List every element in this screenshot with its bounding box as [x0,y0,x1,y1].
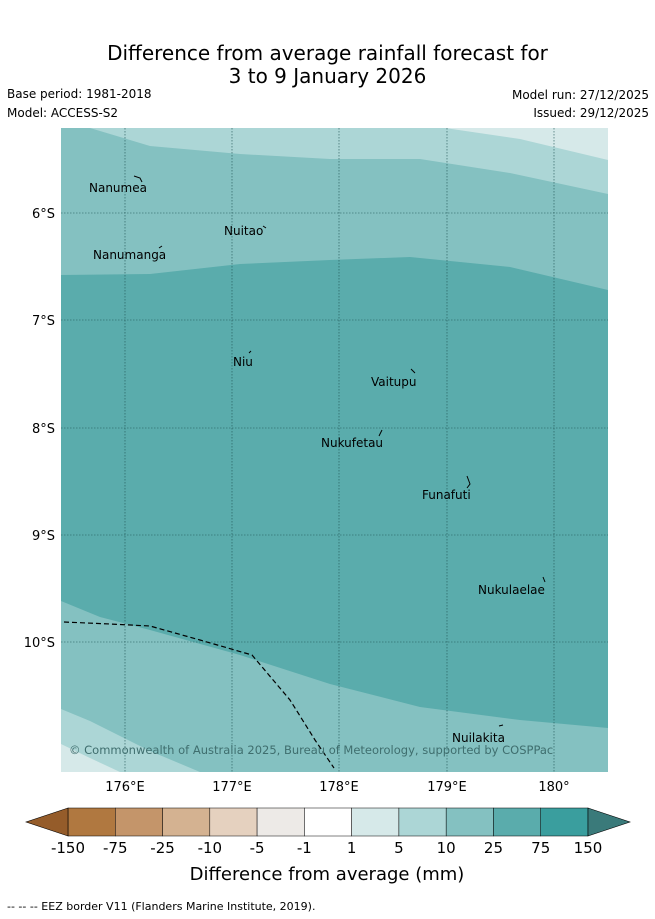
lat-label-10s: 10°S [24,636,55,651]
colorbar-tick-label: -5 [250,839,265,857]
colorbar-tick-label: -75 [103,839,128,857]
chart-title-line1: Difference from average rainfall forecas… [107,41,548,65]
colorbar-swatch [115,807,163,837]
colorbar-tick-labels: -150 -75 -25 -10 -5 -1 1 5 10 25 75 150 [51,839,602,857]
colorbar-swatch [256,807,305,837]
model-run: Model run: 27/12/2025 [511,88,649,102]
island-label-niu: Niu [233,355,253,369]
island-label-nanumea: Nanumea [89,181,147,195]
island-label-nuilakita: Nuilakita [452,731,505,745]
lat-label-9s: 9°S [32,529,55,544]
island-label-vaitupu: Vaitupu [371,375,417,389]
base-period: Base period: 1981-2018 [7,87,152,101]
lat-label-7s: 7°S [32,314,55,329]
colorbar-tick-label: 25 [484,839,503,857]
eez-footnote: -- -- -- EEZ border V11 (Flanders Marine… [7,900,316,913]
lon-label-176e: 176°E [105,780,145,795]
island-shapes [133,175,546,727]
colorbar-swatch [493,807,541,837]
band-1-5-south [61,744,120,772]
island-label-nukulaelae: Nukulaelae [478,583,545,597]
colorbar-swatch [162,807,211,837]
colorbar-tick-label: -25 [150,839,175,857]
colorbar-high-arrow [587,807,631,837]
lat-label-8s: 8°S [32,422,55,437]
colorbar-tick-label: -150 [51,839,85,857]
colorbar-swatch [209,807,258,837]
colorbar-tick-label: 1 [347,839,357,857]
map-shading [61,128,608,772]
lon-label-180: 180° [538,780,569,795]
island-label-nuitao: Nuitao [224,224,263,238]
band-1-5-north [445,128,608,160]
eez-border [63,621,335,769]
model-name: Model: ACCESS-S2 [7,106,119,120]
colorbar-swatch [351,807,400,837]
island-labels: Nanumea Nuitao Nanumanga Niu Vaitupu Nuk… [89,181,545,745]
colorbar-tick-label: 10 [437,839,456,857]
colorbar-tick-label: -1 [297,839,312,857]
colorbar-tick-label: 5 [394,839,404,857]
latitude-labels: 6°S 7°S 8°S 9°S 10°S [24,207,55,651]
colorbar-tick-label: 150 [574,839,603,857]
map-copyright: © Commonwealth of Australia 2025, Bureau… [69,743,553,757]
band-5-10-south [61,709,200,772]
rainfall-map: Nanumea Nuitao Nanumanga Niu Vaitupu Nuk… [24,128,608,795]
colorbar-swatch [398,807,447,837]
island-label-nukufetau: Nukufetau [321,436,383,450]
colorbar-tick-label: 75 [531,839,550,857]
colorbar-swatch [540,807,589,837]
colorbar-swatch [445,807,494,837]
band-25-75 [61,257,608,728]
colorbar-swatches [67,807,589,837]
lon-label-178e: 178°E [319,780,359,795]
band-5-10-north [61,128,608,194]
issued-date: Issued: 29/12/2025 [533,106,649,120]
island-label-funafuti: Funafuti [422,488,471,502]
longitude-labels: 176°E 177°E 178°E 179°E 180° [105,780,569,795]
lat-label-6s: 6°S [32,207,55,222]
graticule [61,128,608,772]
colorbar-swatch [304,807,352,837]
lon-label-179e: 179°E [427,780,467,795]
island-label-nanumanga: Nanumanga [93,248,166,262]
lon-label-177e: 177°E [212,780,252,795]
chart-title-line2: 3 to 9 January 2026 [228,64,427,88]
colorbar-title: Difference from average (mm) [190,864,465,885]
colorbar: -150 -75 -25 -10 -5 -1 1 5 10 25 75 150 Difference … [25,807,631,885]
colorbar-low-arrow [25,807,69,837]
colorbar-swatch [67,807,116,837]
colorbar-tick-label: -10 [198,839,223,857]
